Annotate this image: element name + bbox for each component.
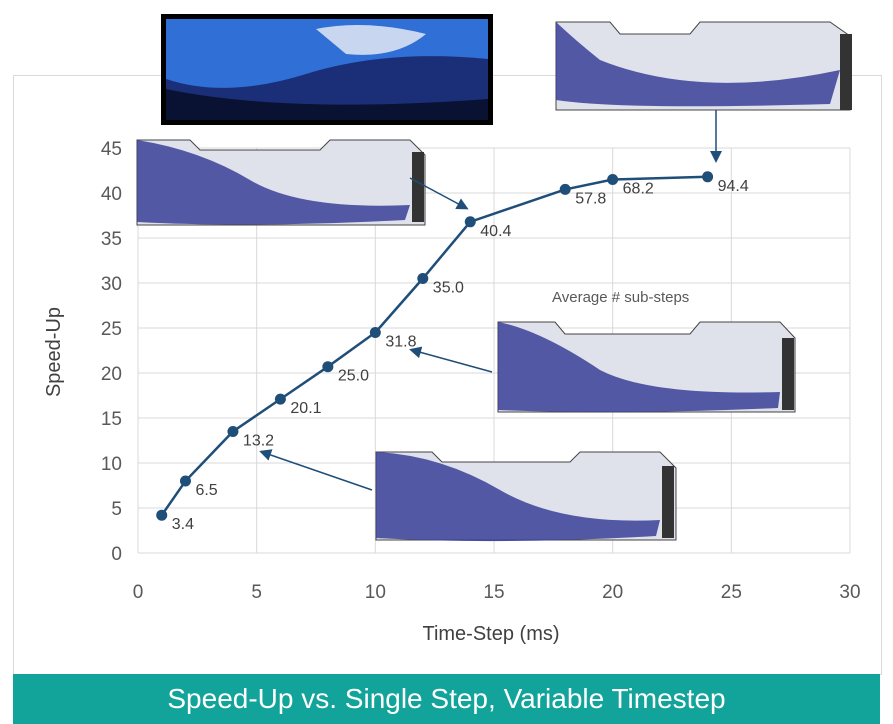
data-point [607,174,619,185]
x-tick-label: 20 [602,582,623,603]
x-tick-label: 5 [251,582,262,603]
y-tick-label: 15 [101,409,122,430]
y-tick-label: 10 [101,454,122,475]
y-tick-label: 20 [101,364,122,385]
x-tick-label: 10 [365,582,386,603]
x-tick-label: 30 [839,582,860,603]
point-label: 31.8 [385,334,416,351]
data-point [464,216,476,228]
data-labels: 3.46.5 13.2 20.1 25.0 31.8 35.0 40.4 57.8 68.2 94… [172,178,749,533]
y-tick-label: 0 [111,544,122,565]
tick-labels: 0 5 10 15 20 25 30 35 40 45 0 5 10 15 20 25 30 [101,139,861,603]
tank-thumbnail-lower [375,451,677,542]
callout-arrows [259,110,722,491]
point-label: 6.5 [195,482,217,499]
experiment-video-still [161,14,493,125]
point-label: 25.0 [338,368,369,385]
y-tick-label: 40 [101,184,122,205]
data-point [274,393,286,405]
x-tick-label: 25 [721,582,742,603]
arrow-middle-right [409,346,493,373]
data-point [227,426,239,437]
y-tick-label: 35 [101,229,122,250]
point-label: 20.1 [290,400,321,417]
data-point [702,171,714,183]
point-label: 68.2 [623,181,654,198]
arrow-upper-left [409,177,469,210]
data-point [179,475,191,487]
point-label: 13.2 [243,433,274,450]
title-banner: Speed-Up vs. Single Step, Variable Times… [13,674,880,724]
data-point [369,327,381,338]
x-axis-label: Time-Step (ms) [422,623,559,645]
arrow-lower [259,449,373,491]
data-point [559,183,571,195]
substeps-annotation: Average # sub-steps [552,289,689,306]
y-tick-label: 45 [101,139,122,160]
data-point [322,361,334,373]
tank-thumbnail-upper-left [136,139,426,226]
data-point [156,509,168,521]
x-tick-label: 0 [133,582,144,603]
point-label: 35.0 [433,280,464,297]
y-tick-label: 5 [111,499,122,520]
point-label: 57.8 [575,190,606,207]
y-tick-label: 25 [101,319,122,340]
tank-thumbnail-top-right [555,21,852,111]
data-point [417,273,429,284]
point-label: 40.4 [480,223,511,240]
point-label: 94.4 [718,178,749,195]
tank-thumbnail-middle-right [497,321,796,413]
y-axis-label: Speed-Up [43,307,65,397]
y-tick-label: 30 [101,274,122,295]
series-line [156,171,714,521]
x-tick-label: 15 [483,582,504,603]
point-label: 3.4 [172,516,194,533]
